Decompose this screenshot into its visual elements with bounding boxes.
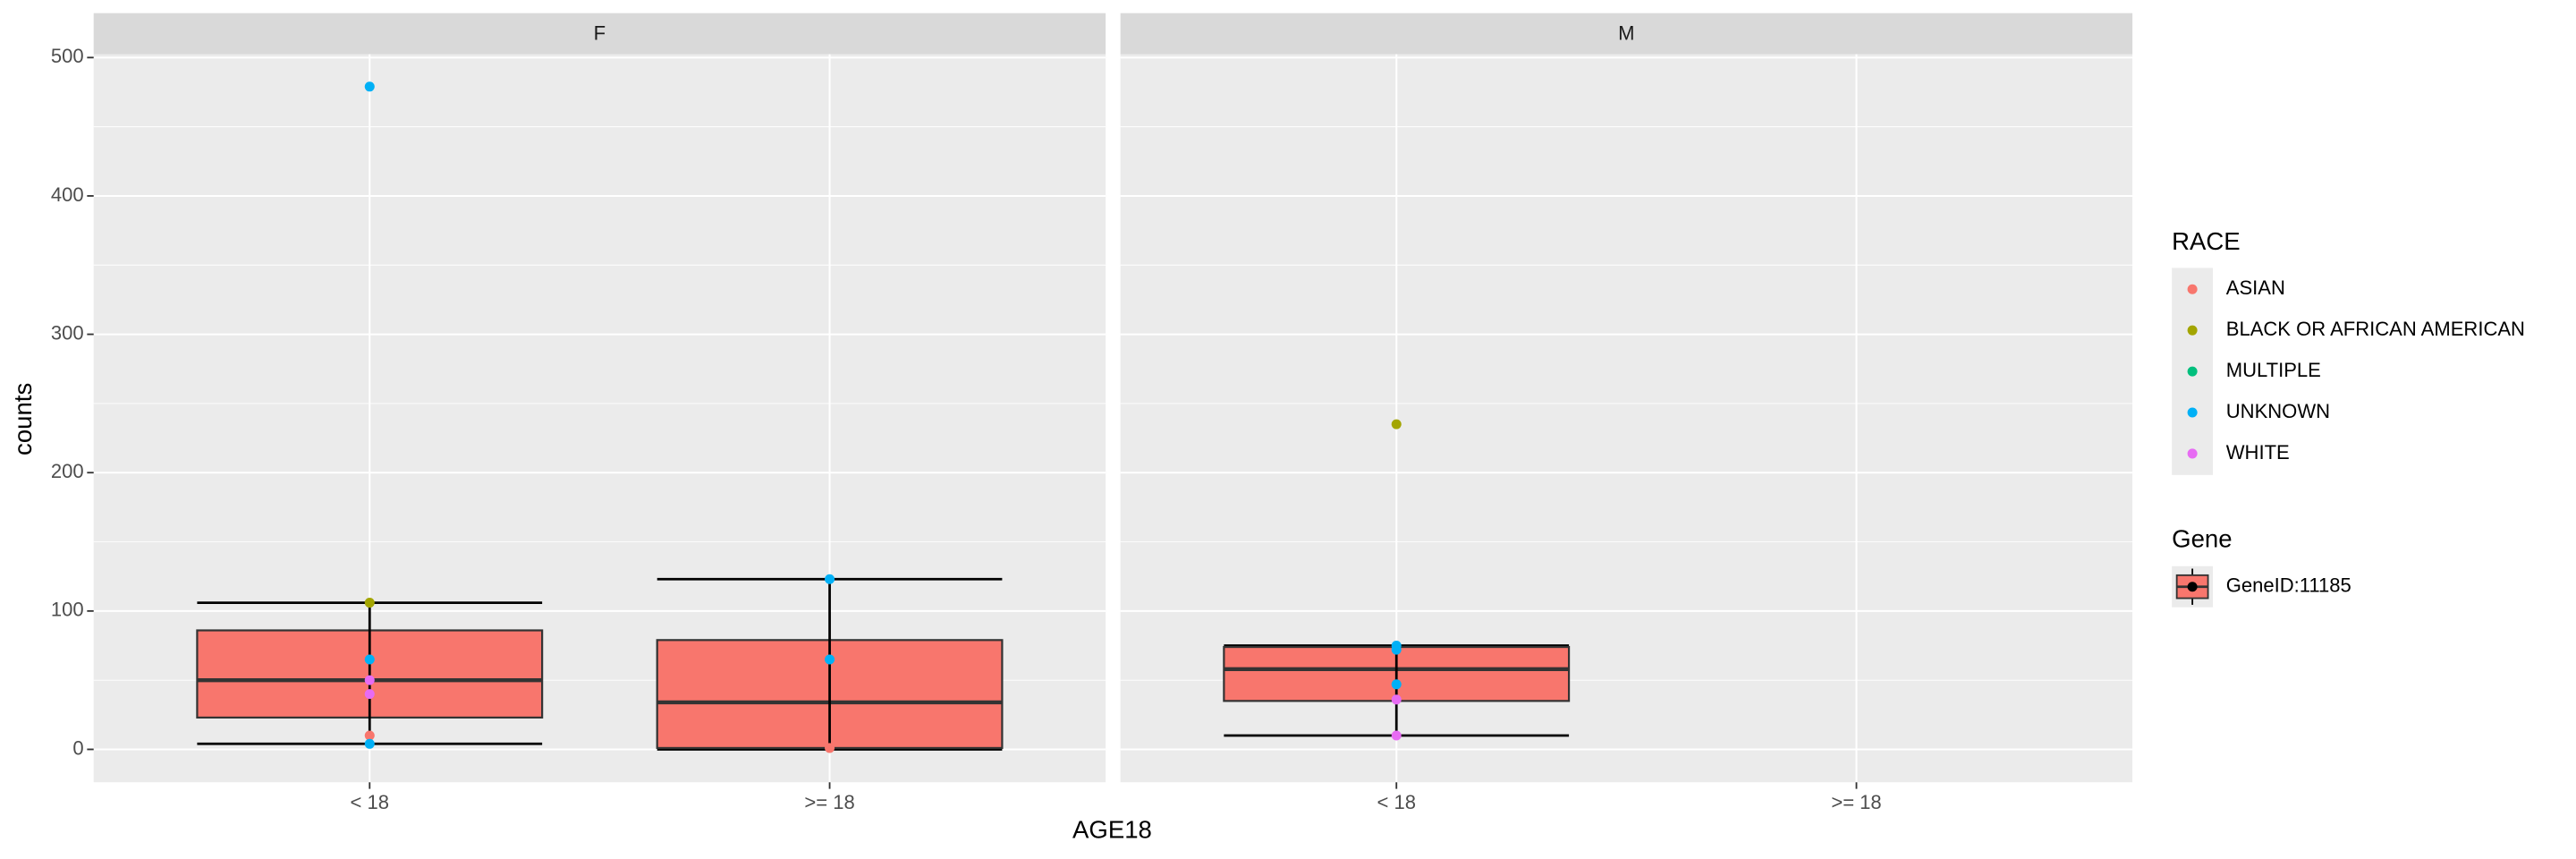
legend-label: GeneID:11185: [2226, 574, 2351, 597]
point: [825, 743, 835, 753]
point: [1391, 679, 1402, 690]
point: [1391, 419, 1402, 430]
point: [364, 738, 375, 749]
y-tick-label: 100: [51, 599, 84, 621]
point: [1391, 694, 1402, 705]
legend-key-point: [2187, 582, 2198, 592]
point: [364, 81, 375, 92]
point: [1391, 644, 1402, 655]
strip-background: [1120, 13, 2133, 55]
y-axis-title: counts: [9, 383, 37, 455]
legend-label: MULTIPLE: [2226, 359, 2321, 381]
point: [364, 730, 375, 741]
x-tick-label: >= 18: [804, 791, 854, 813]
legend-key: [2187, 448, 2198, 459]
legend-label: UNKNOWN: [2226, 400, 2330, 422]
legend-label: BLACK OR AFRICAN AMERICAN: [2226, 318, 2525, 340]
strip-background: [93, 13, 1106, 55]
strip-label: F: [594, 21, 606, 44]
legend-key: [2187, 366, 2198, 377]
point: [1391, 730, 1402, 741]
y-tick-label: 400: [51, 183, 84, 206]
point: [364, 675, 375, 685]
y-tick-label: 300: [51, 321, 84, 344]
legend-key: [2187, 407, 2198, 418]
strip-label: M: [1618, 21, 1634, 44]
point: [364, 654, 375, 665]
legend-key: [2187, 325, 2198, 336]
point: [364, 689, 375, 700]
y-tick-label: 200: [51, 460, 84, 482]
point: [825, 574, 835, 584]
x-tick-label: >= 18: [1831, 791, 1881, 813]
x-tick-label: < 18: [1377, 791, 1416, 813]
legend-key: [2187, 284, 2198, 294]
y-tick-label: 0: [72, 736, 83, 759]
x-axis-title: AGE18: [1072, 816, 1152, 844]
legend-label: WHITE: [2226, 441, 2290, 464]
x-tick-label: < 18: [351, 791, 390, 813]
legend-label: ASIAN: [2226, 276, 2285, 299]
point: [364, 598, 375, 608]
legend-title: RACE: [2172, 227, 2241, 255]
y-tick-label: 500: [51, 45, 84, 67]
point: [825, 654, 835, 665]
legend-title: Gene: [2172, 525, 2232, 553]
